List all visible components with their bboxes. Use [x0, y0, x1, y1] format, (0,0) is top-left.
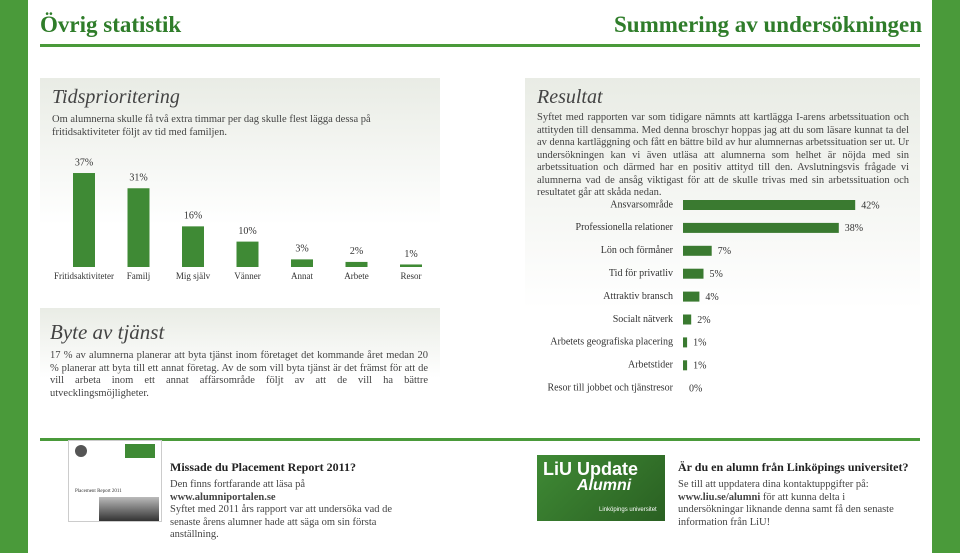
liu-image: LiU Update Alumni Linköpings universitet	[537, 455, 665, 521]
ad-line: Den finns fortfarande att läsa på	[170, 479, 305, 490]
bar	[683, 200, 856, 210]
bar	[683, 222, 839, 233]
ad-line: Syftet med 2011 års rapport var att unde…	[170, 504, 393, 540]
value-label: 7%	[718, 246, 731, 257]
category-label: Annat	[291, 271, 313, 281]
section-text: Om alumnerna skulle få två extra timmar …	[52, 114, 371, 138]
bar	[683, 245, 712, 256]
bar	[683, 268, 704, 279]
change-panel	[40, 308, 440, 408]
section-text: 17 % av alumnerna planerar att byta tjän…	[50, 350, 428, 399]
side-bar	[0, 0, 28, 553]
category-label: Arbetstider	[628, 360, 674, 371]
category-label: Attraktiv bransch	[603, 291, 673, 302]
ad-url: www.alumniportalen.se	[170, 491, 276, 503]
value-label: 0%	[689, 383, 702, 394]
ad-text: Den finns fortfarande att läsa på www.al…	[170, 479, 410, 542]
ad-title: Missade du Placement Report 2011?	[170, 460, 356, 474]
value-label: 4%	[705, 292, 718, 303]
value-label: 37%	[75, 157, 93, 168]
category-label: Tid för privatliv	[609, 268, 673, 279]
time-chart: 37% Fritidsaktiviteter 31% Familj 16% Mig sjä…	[54, 157, 422, 281]
header-rule	[40, 44, 920, 47]
value-label: 2%	[697, 315, 710, 326]
category-label: Fritidsaktiviteter	[54, 271, 114, 281]
value-label: 42%	[861, 200, 879, 211]
bar	[127, 188, 150, 267]
value-label: 10%	[238, 226, 256, 237]
category-label: Arbete	[344, 271, 369, 281]
value-label: 3%	[295, 244, 308, 255]
section-title: Resultat	[537, 86, 603, 108]
thumbnail-image	[99, 497, 159, 521]
bar	[683, 360, 688, 371]
footer-rule	[40, 438, 920, 441]
category-label: Resor till jobbet och tjänstresor	[547, 382, 673, 393]
image-caption: Linköpings universitet	[599, 507, 657, 513]
section-title: Byte av tjänst	[50, 320, 165, 344]
bar	[345, 261, 368, 267]
image-subtitle: Alumni	[577, 477, 632, 494]
ad-line: för att kunna delta i undersökningar lik…	[678, 491, 894, 528]
ad-url: www.liu.se/alumni	[678, 491, 761, 503]
category-label: Mig själv	[176, 271, 211, 281]
result-panel	[525, 78, 920, 408]
page-title: Övrig statistik	[40, 12, 182, 37]
value-label: 1%	[404, 249, 417, 260]
value-label: 31%	[129, 173, 147, 184]
value-label: 5%	[710, 269, 723, 280]
bar	[683, 337, 688, 348]
category-label: Ansvarsområde	[610, 199, 673, 210]
result-chart: Ansvarsområde 42% Professionella relatione…	[547, 199, 879, 394]
section-title: Tidsprioritering	[52, 86, 180, 108]
logo	[75, 445, 87, 457]
category-label: Socialt nätverk	[613, 314, 673, 325]
ad-title: Är du en alumn från Linköpings universit…	[678, 460, 909, 474]
category-label: Vänner	[234, 271, 261, 281]
logo	[125, 444, 155, 458]
category-label: Arbetets geografiska placering	[550, 337, 673, 348]
section-text: Syftet med rapporten var som tidigare nä…	[537, 112, 909, 198]
report-thumbnail: Placement Report 2011	[68, 440, 162, 522]
ad-line: Se till att uppdatera dina kontaktuppgif…	[678, 479, 869, 490]
bar	[400, 264, 422, 267]
value-label: 1%	[693, 338, 706, 349]
category-label: Resor	[401, 271, 422, 281]
bar	[236, 241, 259, 267]
category-label: Professionella relationer	[576, 222, 674, 233]
value-label: 38%	[845, 223, 863, 234]
bar	[683, 314, 692, 325]
value-label: 2%	[350, 246, 363, 257]
bar	[683, 291, 700, 302]
image-title: LiU Update	[543, 459, 639, 479]
thumbnail-text: Placement Report 2011	[75, 489, 122, 494]
category-label: Familj	[127, 271, 151, 281]
value-label: 16%	[184, 211, 202, 222]
category-label: Lön och förmåner	[601, 245, 674, 256]
value-label: 1%	[693, 361, 706, 372]
side-bar	[932, 0, 960, 553]
bar	[182, 226, 204, 267]
page-title: Summering av undersökningen	[613, 12, 922, 37]
bar	[73, 173, 95, 267]
ad-text: Se till att uppdatera dina kontaktuppgif…	[678, 479, 913, 529]
bar	[291, 259, 313, 267]
